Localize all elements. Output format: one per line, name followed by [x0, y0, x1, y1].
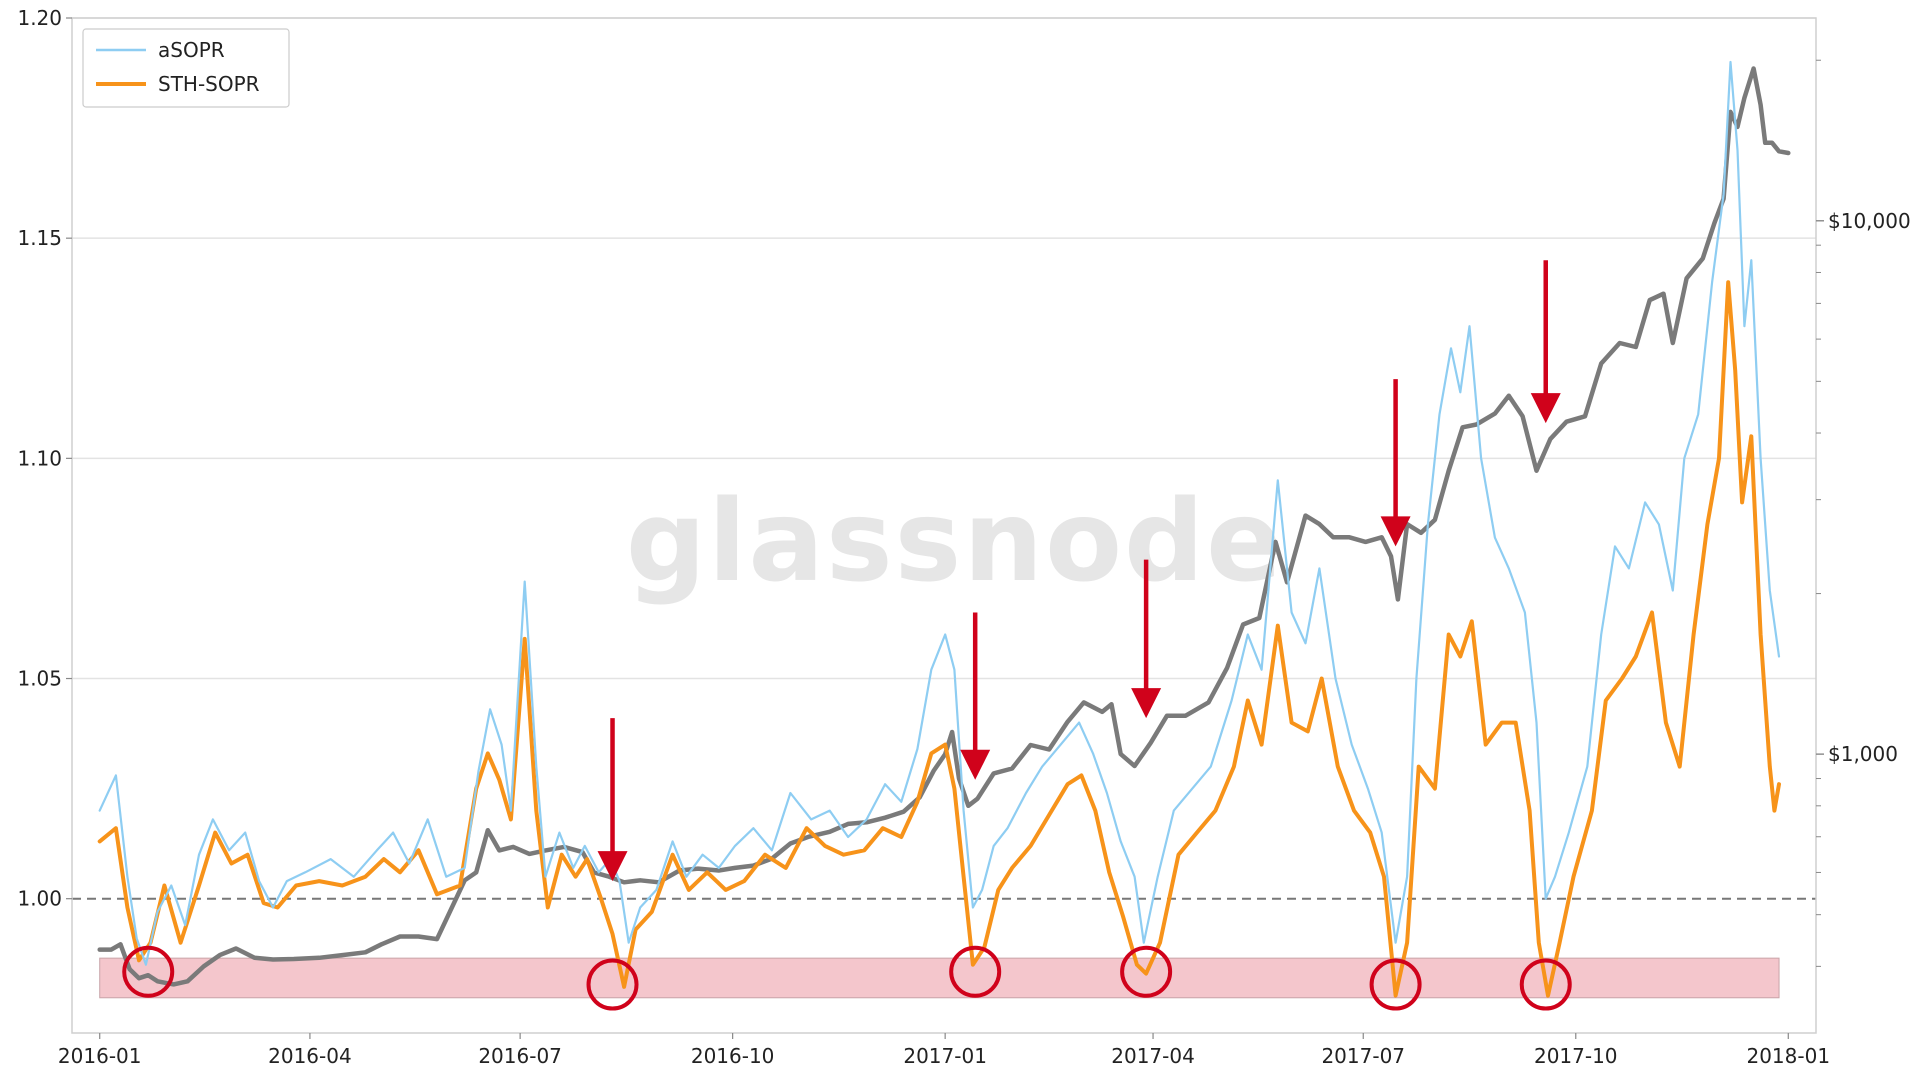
legend-label-asopr: aSOPR	[158, 38, 225, 62]
watermark: glassnode	[626, 477, 1284, 607]
x-tick-label: 2016-04	[268, 1044, 352, 1068]
plot-frame	[71, 17, 1817, 1034]
legend-box	[82, 28, 290, 108]
tick-labels: 1.00 1.05 1.10 1.15 1.20 $1,000 $10,000 2016-01…	[17, 6, 1910, 1068]
series-layer	[97, 60, 1791, 998]
x-tick-label: 2016-01	[58, 1044, 142, 1068]
arrow-head	[960, 749, 991, 780]
y-left-tick-label: 1.00	[17, 887, 62, 911]
annotation-arrow-2	[960, 612, 991, 780]
x-tick-label: 2017-07	[1321, 1044, 1405, 1068]
y-left-tick-label: 1.15	[17, 226, 62, 250]
legend: aSOPR STH-SOPR	[82, 28, 290, 108]
annotation-layer	[122, 260, 1572, 1011]
arrow-head	[1380, 516, 1411, 547]
y-right-tick-label: $10,000	[1828, 209, 1911, 233]
annotation-arrow-5	[1530, 260, 1561, 424]
annotation-circle-4	[1120, 945, 1173, 998]
x-tick-label: 2017-04	[1111, 1044, 1195, 1068]
arrow-head	[1131, 688, 1162, 719]
highlight-band	[99, 957, 1780, 999]
x-tick-label: 2017-10	[1534, 1044, 1618, 1068]
arrow-head	[1530, 393, 1561, 424]
annotation-arrow-1	[597, 718, 628, 882]
y-left-tick-label: 1.10	[17, 446, 62, 470]
annotation-circle-2	[586, 958, 639, 1011]
x-tick-label: 2018-01	[1746, 1044, 1830, 1068]
highlight-band-layer	[99, 957, 1780, 999]
series-line-sth-sopr	[97, 280, 1781, 998]
y-right-tick-label: $1,000	[1828, 742, 1898, 766]
annotation-circle-6	[1519, 958, 1572, 1011]
legend-label-sth-sopr: STH-SOPR	[158, 72, 260, 96]
y-left-tick-label: 1.20	[17, 6, 62, 30]
annotation-arrow-4	[1380, 379, 1411, 547]
x-tick-label: 2017-01	[903, 1044, 987, 1068]
series-line-price	[97, 66, 1791, 987]
annotation-circle-5	[1369, 958, 1422, 1011]
arrow-head	[597, 851, 628, 882]
x-tick-label: 2016-10	[691, 1044, 775, 1068]
annotation-circle-1	[122, 945, 175, 998]
axes	[71, 17, 1817, 1034]
annotation-arrow-3	[1131, 559, 1162, 719]
annotation-circle-3	[949, 945, 1002, 998]
x-tick-label: 2016-07	[478, 1044, 562, 1068]
y-left-tick-label: 1.05	[17, 667, 62, 691]
series-line-asopr	[98, 60, 1781, 966]
